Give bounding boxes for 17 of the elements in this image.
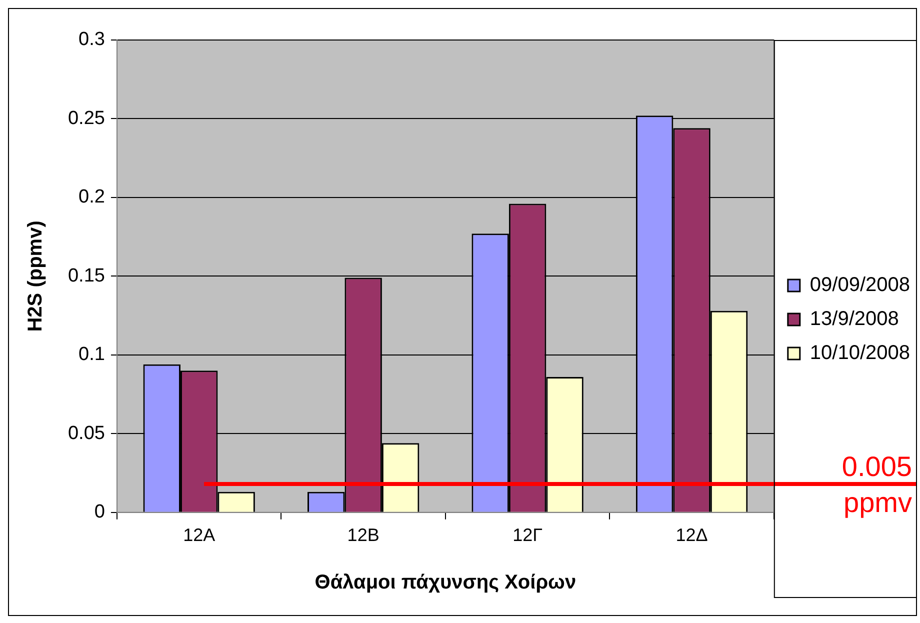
legend-label: 13/9/2008 <box>810 308 899 330</box>
x-tick-label: 12B <box>347 525 380 546</box>
y-tick-label: 0 <box>94 502 105 523</box>
y-tick-label: 0.15 <box>68 265 105 286</box>
y-tick-label: 0.1 <box>78 344 105 366</box>
legend-label: 10/10/2008 <box>810 342 910 364</box>
legend-label: 09/09/2008 <box>810 274 910 296</box>
y-tick-label: 0.3 <box>78 29 105 50</box>
x-tick-label: 12Γ <box>512 525 543 546</box>
ref-line-label: 0.005 ppmv <box>842 451 912 518</box>
y-axis-title: H2S (ppmv) <box>24 220 47 332</box>
x-tick-label: 12A <box>183 525 216 546</box>
x-tick-label: 12Δ <box>676 525 708 546</box>
y-tick-label: 0.25 <box>68 108 105 129</box>
y-tick-label: 0.2 <box>78 186 105 208</box>
y-tick-label: 0.05 <box>68 422 105 444</box>
x-axis-title: Θάλαμοι πάχυνσης Χοίρων <box>314 572 576 594</box>
